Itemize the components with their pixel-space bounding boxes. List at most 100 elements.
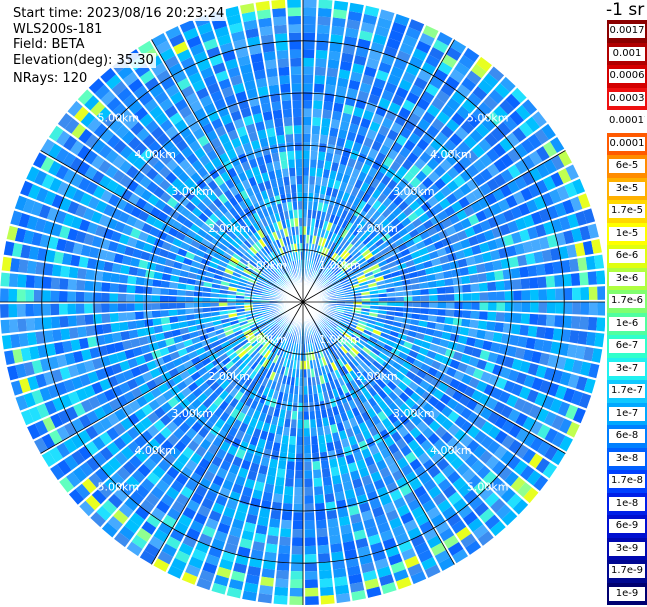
data-gate [518,386,531,400]
data-gate [166,251,177,261]
colorbar-swatch: 1e-7 [607,402,647,425]
data-gate [387,190,398,202]
data-gate [354,355,363,365]
data-gate [54,210,67,224]
data-gate [437,294,447,302]
ray-gap [302,191,586,303]
data-gate [228,351,238,361]
colorbar-label: 1e-5 [609,226,645,241]
data-gate [338,516,351,527]
data-gate [313,253,319,262]
data-gate [426,350,437,360]
data-gate [232,326,242,333]
data-gate [179,126,192,139]
data-gate [269,333,277,342]
data-gate [444,278,454,287]
data-gate [114,408,127,422]
data-gate [155,394,167,406]
data-gate [417,118,431,131]
data-gate [564,182,578,198]
data-gate [379,264,390,272]
data-gate [565,404,579,420]
data-gate [282,340,288,350]
data-gate [205,348,216,357]
data-gate [316,33,330,43]
data-gate [478,393,491,406]
data-gate [288,333,293,343]
data-gate [87,336,98,348]
data-gate [408,19,425,33]
data-gate [161,273,172,281]
data-gate [237,285,246,290]
data-gate [242,414,252,426]
ray-gap [302,301,368,599]
data-gate [352,227,361,237]
data-gate [268,170,276,181]
data-gate [100,90,116,106]
data-gate [340,356,348,366]
data-gate [289,596,303,605]
data-gate [83,233,95,246]
data-gate [341,365,349,375]
data-gate [386,212,397,223]
data-gate [142,371,154,383]
data-gate [368,315,378,322]
data-gate [446,118,460,133]
data-gate [368,148,379,159]
data-gate [138,363,150,374]
data-gate [281,435,289,445]
data-gate [442,485,457,499]
data-gate [30,201,43,217]
data-gate [485,192,498,206]
data-gate [441,236,452,247]
data-gate [180,207,192,218]
data-gate [292,260,296,270]
data-gate [272,442,281,452]
data-gate [551,449,566,466]
data-gate [369,121,381,133]
data-gate [452,221,464,233]
ray-gap [302,301,540,493]
data-gate [119,360,131,372]
data-gate [349,581,365,593]
data-gate [433,329,443,339]
data-gate [426,243,437,253]
data-gate [223,344,233,353]
data-gate [228,282,238,289]
data-gate [531,111,547,128]
data-gate [344,291,353,296]
data-gate [441,418,454,431]
data-gate [239,384,248,394]
data-gate [317,321,325,330]
data-gate [294,486,303,496]
data-gate [193,291,203,297]
data-gate [303,57,314,67]
data-gate [420,363,431,373]
data-gate [282,321,289,330]
data-gate [105,149,119,164]
data-gate [304,495,314,504]
data-gate [447,491,462,506]
data-gate [255,343,264,353]
data-gate [202,312,212,318]
data-gate [276,328,284,337]
data-gate [270,380,277,391]
data-gate [281,264,288,273]
data-gate [464,365,476,377]
ray-gap [302,301,574,440]
data-gate [238,200,248,211]
data-gate [355,325,365,333]
data-gate [133,85,149,100]
data-gate [325,312,334,318]
data-gate [207,331,217,339]
data-gate [401,217,412,228]
data-gate [449,133,463,147]
data-gate [559,371,572,386]
data-gate [512,313,522,324]
data-gate [452,477,467,491]
data-gate [107,516,123,531]
data-gate [274,485,284,495]
data-gate [241,364,251,374]
nrays-text: NRays: 120 [11,71,90,86]
data-gate [281,100,292,110]
